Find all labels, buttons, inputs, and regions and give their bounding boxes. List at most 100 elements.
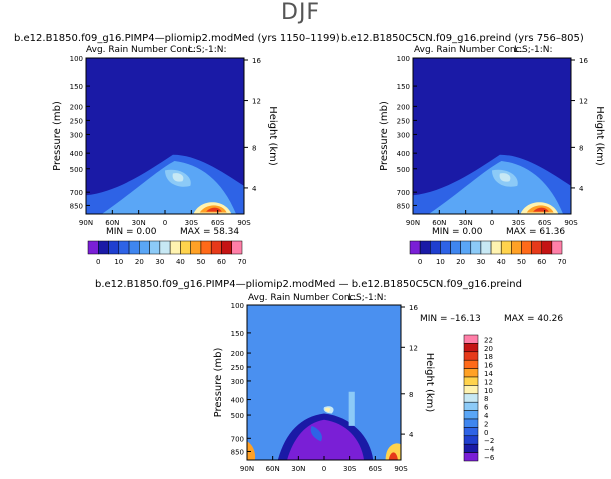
y-tick-label: 850 — [70, 202, 83, 210]
colorbar-box — [149, 240, 161, 255]
colorbar-box — [190, 240, 202, 255]
panel3-min: MIN = –16.13 — [420, 314, 481, 324]
x-tick-label: 90S — [564, 219, 578, 227]
colorbar-box — [551, 240, 563, 255]
y-tick-label: 300 — [231, 378, 244, 386]
x-tick-label: 60S — [211, 219, 225, 227]
y-tick-label: 150 — [397, 83, 410, 91]
panel2-corner-label: L:S;-1:N: — [514, 45, 553, 55]
colorbar-box — [159, 240, 171, 255]
colorbar-label: 60 — [537, 258, 546, 266]
colorbar-box — [409, 240, 421, 255]
x-tick-label: 90S — [237, 219, 251, 227]
y-tick-label: 100 — [397, 55, 410, 63]
panel1-title: b.e12.B1850.f09_g16.PIMP4—pliomip2.modMe… — [14, 33, 340, 44]
colorbar-label: −6 — [484, 454, 495, 462]
y-tick-label: 100 — [231, 302, 244, 310]
colorbar-box — [180, 240, 191, 255]
y-tick-label: 300 — [70, 131, 83, 139]
panel3-max: MAX = 40.26 — [504, 314, 564, 324]
panel2-subtitle: Avg. Rain Number Conc. — [414, 45, 524, 55]
field-contour-8 — [348, 391, 355, 426]
colorbar-label: 0 — [418, 258, 422, 266]
colorbar-label: 50 — [517, 258, 526, 266]
colorbar-box — [118, 240, 130, 255]
field-contour-0 — [277, 413, 374, 460]
colorbar-box — [500, 240, 512, 255]
y2-axis-label: Height (km) — [424, 353, 435, 413]
colorbar-label: 10 — [436, 258, 445, 266]
y2-tick-label: 4 — [409, 431, 414, 439]
panel2-plot — [412, 57, 575, 215]
y2-tick-label: 12 — [252, 98, 261, 106]
y-tick-label: 300 — [397, 131, 410, 139]
colorbar-label: −2 — [484, 437, 494, 445]
y-tick-label: 700 — [231, 435, 244, 443]
y2-tick-label: 8 — [579, 144, 583, 152]
colorbar-box — [463, 368, 479, 378]
plot-frame — [246, 304, 402, 461]
field-contour-6 — [533, 207, 549, 212]
y-tick-label: 250 — [397, 117, 410, 125]
colorbar-box — [440, 240, 451, 255]
plot-frame — [412, 57, 572, 215]
colorbar-label: 50 — [196, 258, 205, 266]
x-tick-label: 0 — [322, 465, 326, 473]
colorbar-box — [463, 343, 479, 353]
y2-tick-label: 4 — [252, 185, 257, 193]
y-tick-label: 400 — [231, 397, 244, 405]
colorbar-label: 8 — [484, 395, 488, 403]
colorbar-label: 60 — [217, 258, 226, 266]
colorbar-box — [511, 240, 522, 255]
colorbar-box — [463, 393, 479, 403]
panel3-plot — [246, 304, 405, 461]
field-contour-4 — [324, 407, 331, 412]
colorbar-box — [531, 240, 542, 255]
colorbar-box — [460, 240, 472, 255]
y-tick-label: 500 — [397, 166, 410, 174]
x-tick-label: 60N — [105, 219, 119, 227]
colorbar-label: 18 — [484, 353, 493, 361]
colorbar-box — [419, 240, 431, 255]
field-contour-2 — [492, 169, 518, 187]
colorbar-box — [128, 240, 140, 255]
y-tick-label: 250 — [70, 117, 83, 125]
panel2-colorbar — [409, 240, 563, 255]
y-tick-label: 200 — [397, 103, 410, 111]
colorbar-box — [210, 240, 222, 255]
colorbar-label: 14 — [484, 370, 493, 378]
y2-tick-label: 12 — [409, 344, 418, 352]
colorbar-box — [87, 240, 99, 255]
field-contour-1 — [287, 419, 365, 460]
y2-tick-label: 16 — [252, 57, 261, 65]
colorbar-box — [221, 240, 232, 255]
x-tick-label: 30N — [132, 219, 146, 227]
colorbar-label: 70 — [558, 258, 567, 266]
y-tick-label: 150 — [70, 83, 83, 91]
y-tick-label: 850 — [231, 448, 244, 456]
colorbar-box — [490, 240, 502, 255]
y-tick-label: 500 — [70, 166, 83, 174]
y-tick-label: 150 — [231, 330, 244, 338]
y-tick-label: 700 — [70, 189, 83, 197]
panel2-min: MIN = 0.00 — [432, 227, 483, 237]
field-background — [413, 58, 571, 214]
x-tick-label: 60S — [538, 219, 552, 227]
colorbar-box — [463, 443, 479, 453]
x-tick-label: 30S — [343, 465, 357, 473]
colorbar-box — [231, 240, 243, 255]
colorbar-box — [463, 376, 479, 386]
y-tick-label: 400 — [70, 150, 83, 158]
panel1-colorbar — [87, 240, 243, 255]
colorbar-label: 20 — [456, 258, 465, 266]
colorbar-box — [463, 427, 479, 437]
y2-tick-label: 8 — [409, 391, 413, 399]
colorbar-box — [463, 452, 479, 462]
colorbar-label: 10 — [114, 258, 123, 266]
colorbar-label: −4 — [484, 446, 495, 454]
x-tick-label: 30N — [459, 219, 473, 227]
x-tick-label: 90N — [406, 219, 420, 227]
colorbar-label: 6 — [484, 404, 489, 412]
field-background — [86, 58, 244, 214]
colorbar-label: 30 — [476, 258, 485, 266]
